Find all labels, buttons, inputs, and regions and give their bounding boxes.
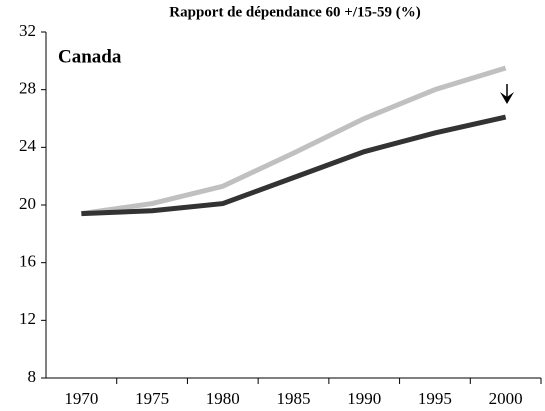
x-tick-label: 1985 xyxy=(277,389,311,408)
x-tick-label: 1970 xyxy=(64,389,98,408)
y-tick-label: 12 xyxy=(19,309,36,328)
annotation: Canada xyxy=(58,46,122,67)
y-tick-label: 32 xyxy=(19,21,36,40)
x-tick-label: 1980 xyxy=(206,389,240,408)
y-tick-label: 8 xyxy=(28,367,37,386)
x-tick-label: 1975 xyxy=(135,389,169,408)
x-tick-label: 1995 xyxy=(418,389,452,408)
chart-title: Rapport de dépendance 60 +/15-59 (%) xyxy=(169,4,420,20)
x-tick-label: 1990 xyxy=(347,389,381,408)
y-tick-label: 16 xyxy=(19,252,36,271)
y-tick-label: 20 xyxy=(19,194,36,213)
data-line xyxy=(81,114,507,217)
y-tick-label: 24 xyxy=(19,136,37,155)
arrow xyxy=(500,84,514,104)
y-tick-label: 28 xyxy=(19,79,36,98)
x-tick-label: 2000 xyxy=(489,389,523,408)
data-line xyxy=(81,65,507,217)
